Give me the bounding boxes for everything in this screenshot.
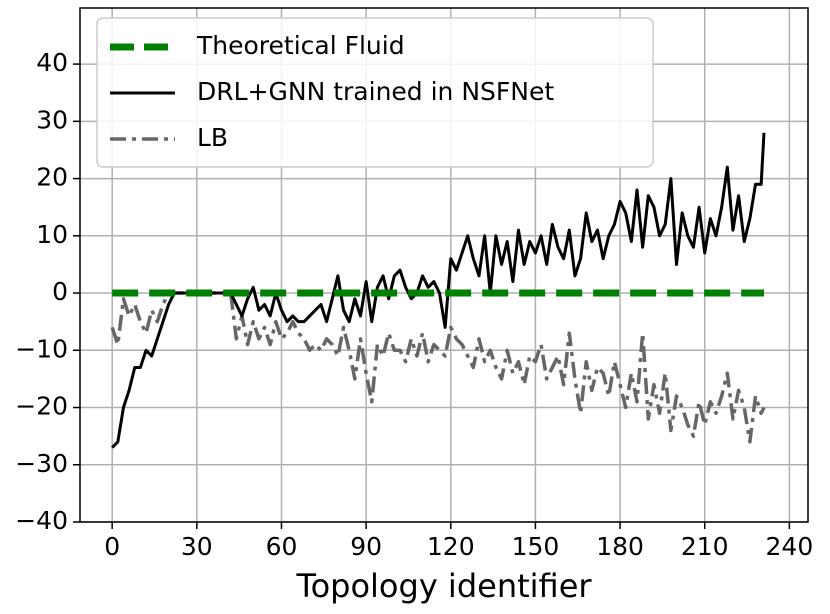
y-tick-label: 40: [36, 48, 68, 77]
legend-box: [96, 17, 654, 168]
x-tick-label: 30: [181, 532, 213, 561]
x-axis-label: Topology identifier: [295, 567, 592, 605]
series-line: [111, 132, 766, 449]
x-tick-label: 240: [766, 532, 814, 561]
y-tick-label: −30: [15, 449, 68, 478]
y-tick-label: 30: [36, 105, 68, 134]
x-tick-label: 210: [681, 532, 729, 561]
y-tick-label: −40: [15, 506, 68, 535]
y-tick-label: 20: [36, 163, 68, 192]
y-tick-label: −20: [15, 392, 68, 421]
y-tick-label: 10: [36, 220, 68, 249]
x-tick-label: 0: [104, 532, 120, 561]
x-tick-label: 120: [427, 532, 475, 561]
legend-label: DRL+GNN trained in NSFNet: [197, 77, 554, 106]
plot-frame: [79, 7, 809, 523]
legend-label: LB: [197, 123, 228, 152]
y-tick-label: −10: [15, 334, 68, 363]
series-line: [110, 291, 766, 444]
x-tick-label: 180: [596, 532, 644, 561]
legend: Theoretical Fluid DRL+GNN trained in NSFN…: [96, 17, 654, 168]
x-tick-label: 90: [350, 532, 382, 561]
x-tick-label: 150: [512, 532, 560, 561]
x-tick-label: 60: [266, 532, 298, 561]
y-tick-label: 0: [52, 277, 68, 306]
legend-label: Theoretical Fluid: [196, 31, 405, 60]
